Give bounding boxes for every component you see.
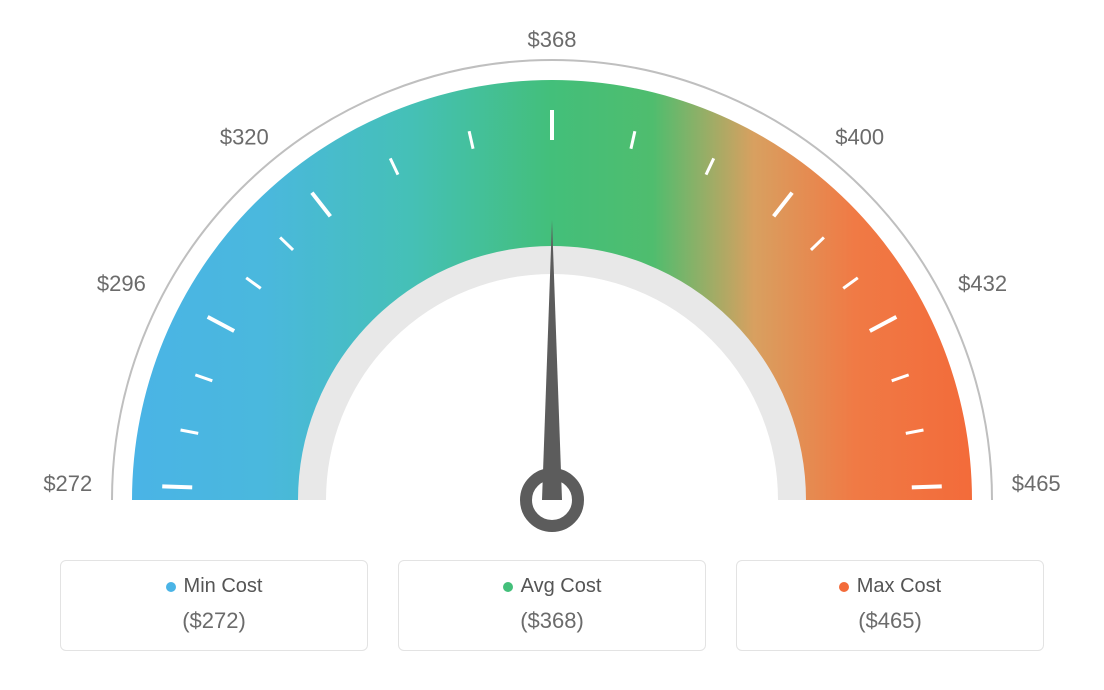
gauge-tick-label: $432 <box>958 271 1007 296</box>
gauge-svg: $272 $296 $320 $368 $400 $432 $465 <box>0 0 1104 560</box>
gauge-tick-label: $296 <box>97 271 146 296</box>
legend-card-avg: Avg Cost ($368) <box>398 560 706 651</box>
gauge-tick-label: $272 <box>43 471 92 496</box>
legend-label-min: Min Cost <box>184 575 263 598</box>
dot-icon <box>503 582 513 592</box>
legend-card-min: Min Cost ($272) <box>60 560 368 651</box>
gauge-tick-label: $400 <box>835 125 884 150</box>
legend-label-avg: Avg Cost <box>521 575 602 598</box>
dot-icon <box>839 582 849 592</box>
dot-icon <box>166 582 176 592</box>
gauge-tick-label: $320 <box>220 125 269 150</box>
legend-title-max: Max Cost <box>839 575 941 598</box>
gauge-tick-label: $368 <box>528 27 577 52</box>
legend-row: Min Cost ($272) Avg Cost ($368) Max Cost… <box>0 560 1104 651</box>
legend-value-max: ($465) <box>747 608 1033 634</box>
legend-label-max: Max Cost <box>857 575 941 598</box>
legend-title-min: Min Cost <box>166 575 263 598</box>
gauge-chart: $272 $296 $320 $368 $400 $432 $465 <box>0 0 1104 560</box>
legend-card-max: Max Cost ($465) <box>736 560 1044 651</box>
legend-value-avg: ($368) <box>409 608 695 634</box>
legend-title-avg: Avg Cost <box>503 575 602 598</box>
legend-value-min: ($272) <box>71 608 357 634</box>
gauge-tick-label: $465 <box>1012 471 1061 496</box>
